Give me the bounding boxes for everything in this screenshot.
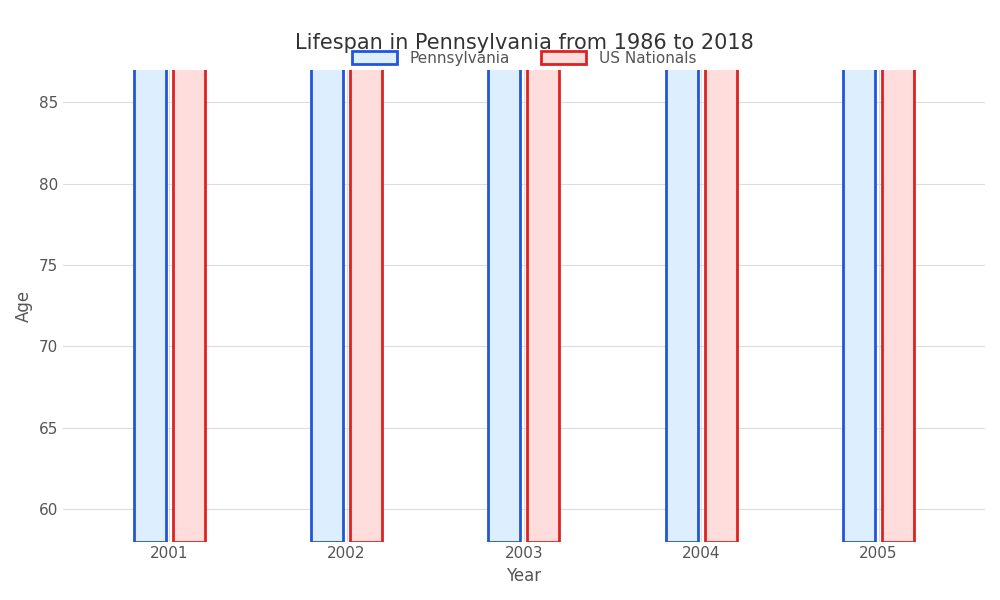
Bar: [882, 0, 914, 542]
Y-axis label: Age: Age: [15, 290, 33, 322]
Title: Lifespan in Pennsylvania from 1986 to 2018: Lifespan in Pennsylvania from 1986 to 20…: [295, 33, 753, 53]
Bar: [173, 0, 205, 542]
Bar: [705, 0, 737, 542]
Bar: [311, 0, 343, 542]
Legend: Pennsylvania, US Nationals: Pennsylvania, US Nationals: [346, 44, 702, 72]
Bar: [134, 0, 166, 542]
X-axis label: Year: Year: [506, 567, 541, 585]
Bar: [488, 0, 520, 542]
Bar: [527, 0, 559, 542]
Bar: [843, 0, 875, 542]
Bar: [350, 0, 382, 542]
Bar: [666, 0, 698, 542]
